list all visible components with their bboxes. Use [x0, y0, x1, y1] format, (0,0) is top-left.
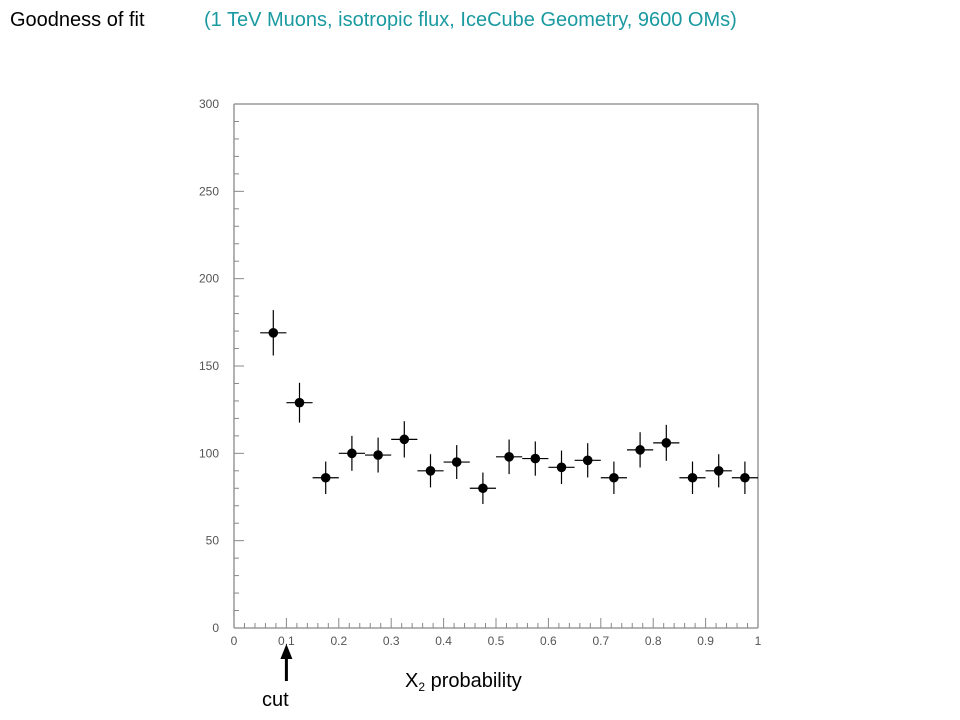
data-point — [582, 455, 593, 466]
x-tick-label: 1 — [755, 634, 762, 648]
data-point — [399, 434, 410, 445]
y-tick-label: 250 — [199, 184, 219, 198]
data-point — [425, 466, 436, 476]
data-point — [530, 453, 541, 464]
data-point — [635, 445, 645, 455]
cut-arrow — [280, 644, 293, 681]
y-tick-label: 0 — [212, 621, 219, 635]
x-tick-label: 0.4 — [435, 634, 452, 648]
x-axis-label-base: X — [405, 670, 419, 692]
chart-subtitle: (1 TeV Muons, isotropic flux, IceCube Ge… — [204, 9, 737, 31]
y-tick-label: 300 — [199, 97, 219, 111]
x-axis-label-rest: probability — [425, 670, 522, 692]
x-tick-label: 0.7 — [592, 634, 609, 648]
data-point — [504, 452, 514, 462]
y-tick-label: 150 — [199, 359, 219, 373]
x-tick-label: 0 — [231, 634, 238, 648]
x-tick-label: 0.9 — [697, 634, 714, 648]
plot-frame — [233, 103, 759, 629]
data-point — [713, 466, 724, 476]
y-tick-label: 50 — [206, 534, 220, 548]
axis-ticks: 0 50 100 150 200 250 300 0 0.1 0.2 0.3 0.4 0.5 0.6 0.7… — [199, 97, 762, 648]
x-tick-label: 0.8 — [645, 634, 662, 648]
data-point — [373, 450, 383, 460]
x-tick-label: 0.3 — [383, 634, 400, 648]
chart-title: Goodness of fit — [10, 9, 145, 31]
data-point — [294, 397, 305, 408]
x-axis-label-sup: 2 — [418, 680, 426, 694]
data-point — [320, 472, 331, 483]
data-point — [478, 483, 488, 494]
data-point — [609, 472, 619, 483]
cut-label: cut — [262, 689, 289, 711]
data-point — [268, 328, 279, 338]
data-point — [347, 448, 357, 459]
x-tick-label: 0.2 — [330, 634, 347, 648]
data-point — [740, 472, 750, 483]
data-point — [661, 438, 672, 448]
data-points — [260, 310, 758, 504]
x-tick-label: 0.6 — [540, 634, 557, 648]
y-tick-label: 200 — [199, 272, 219, 286]
data-point — [687, 472, 698, 483]
x-tick-label: 0.1 — [278, 634, 295, 648]
y-tick-label: 100 — [199, 446, 219, 460]
data-point — [556, 462, 567, 473]
x-tick-label: 0.5 — [488, 634, 505, 648]
data-point — [451, 457, 462, 467]
x-axis-label: X2 probability — [405, 670, 522, 694]
cut-arrow-head — [280, 644, 293, 659]
